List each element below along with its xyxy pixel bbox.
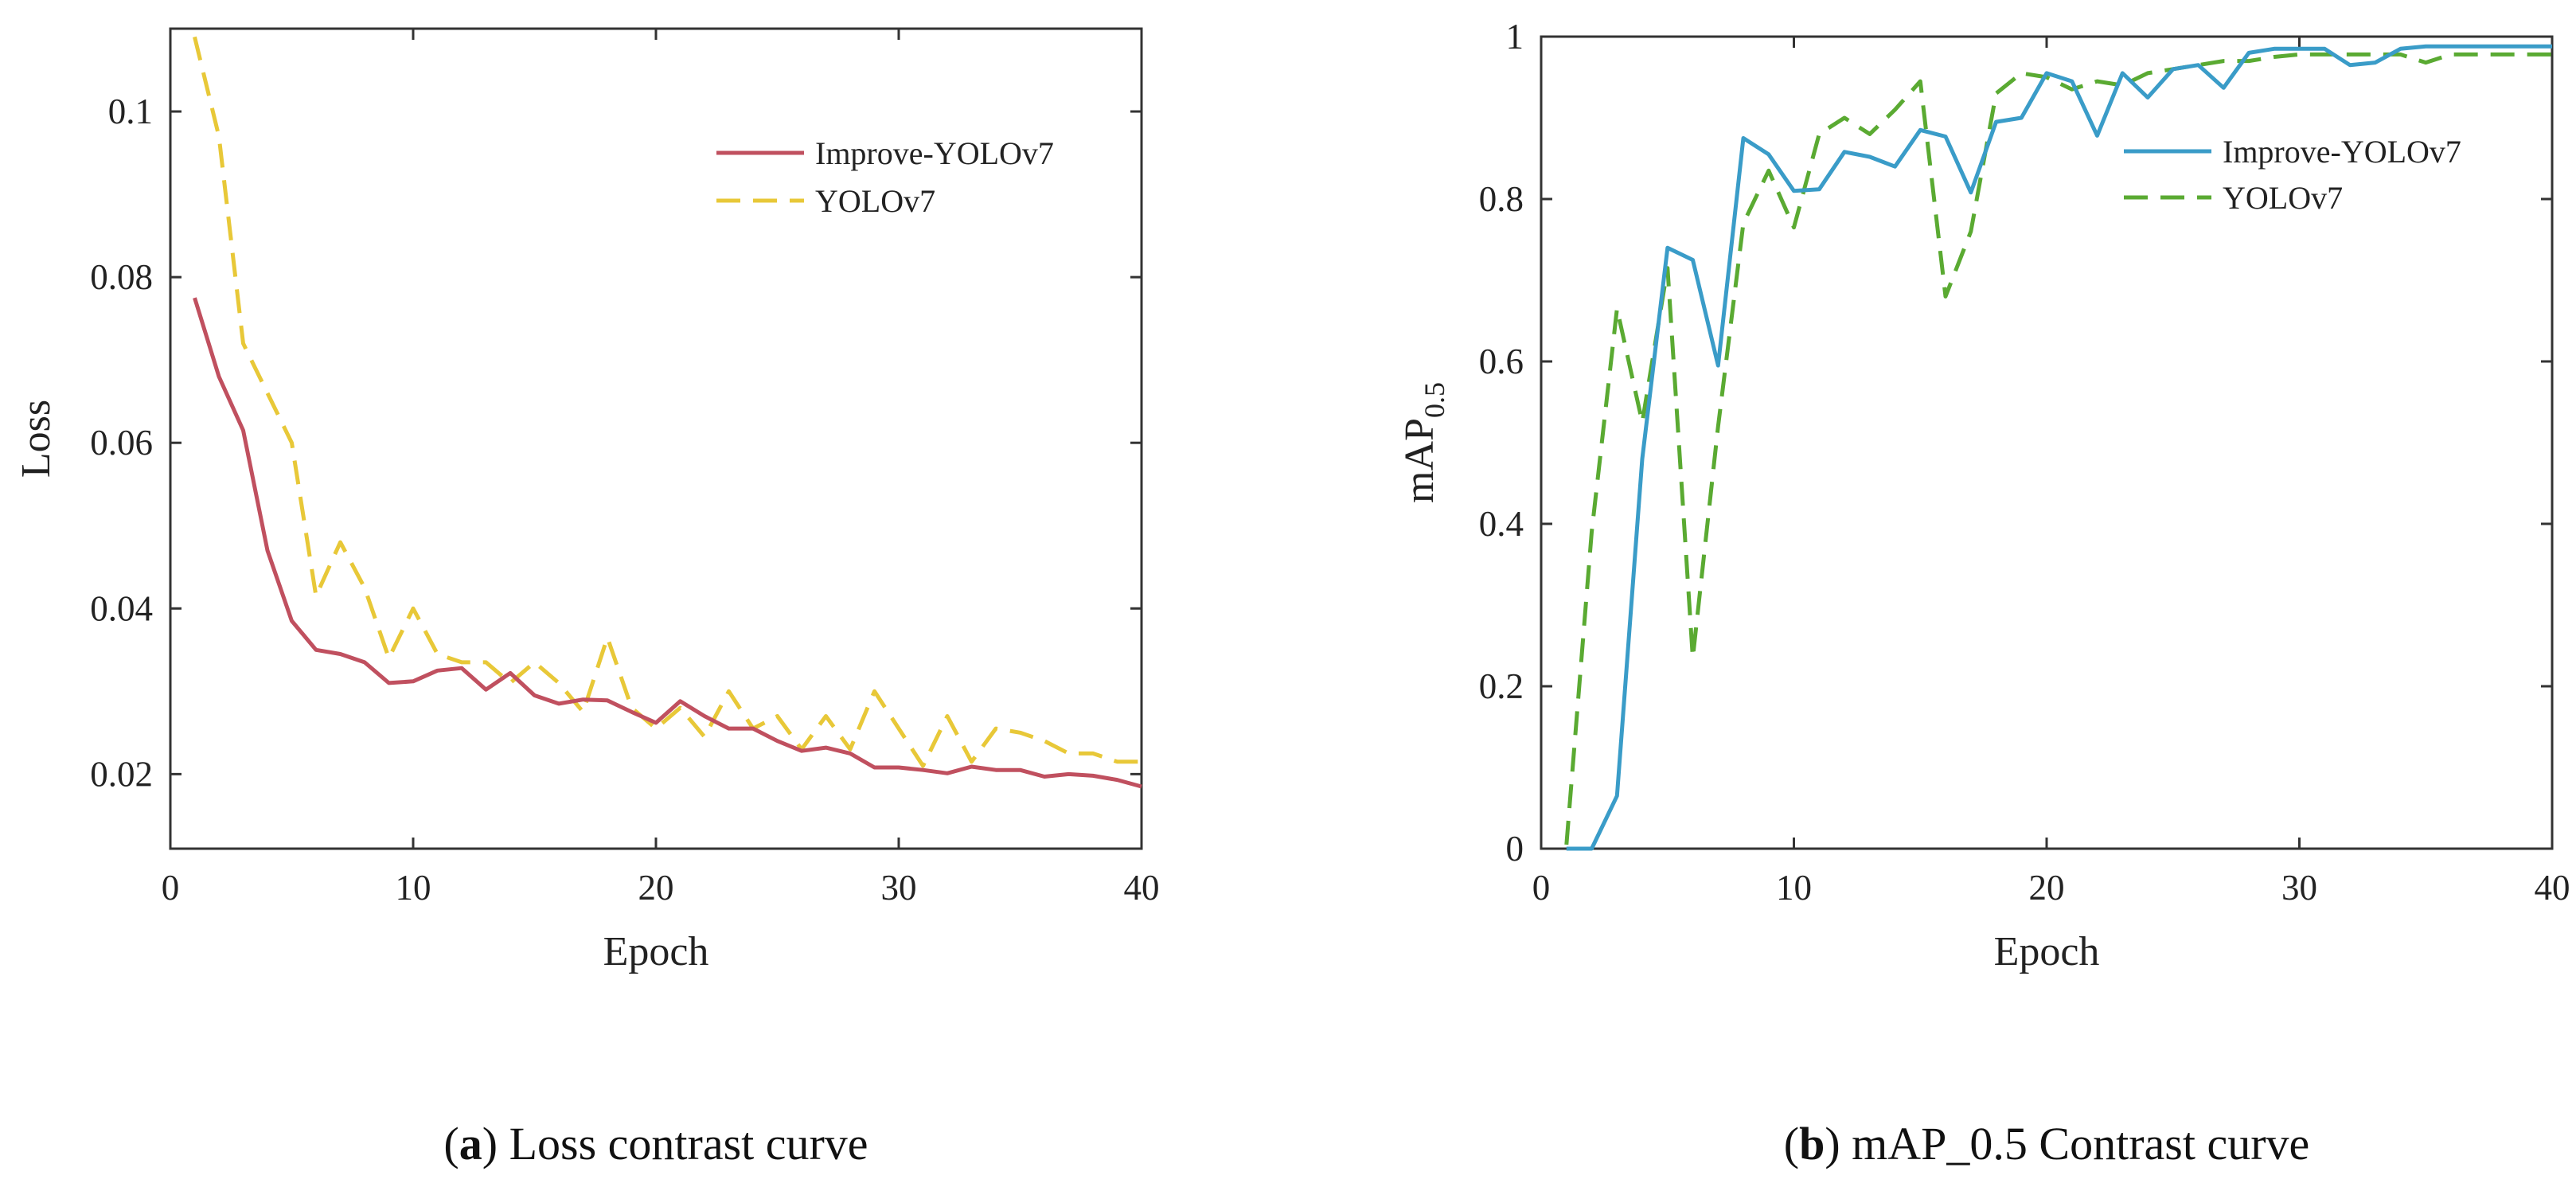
loss-series-line-improve-yolov7 <box>193 297 1142 789</box>
map-legend: Improve-YOLOv7 YOLOv7 <box>2124 134 2461 216</box>
loss-chart: 0.02 0.04 0.06 0.08 0.1 0 10 20 30 40 Improve-YO… <box>14 27 1160 1170</box>
map-y-tick-label: 0.6 <box>1479 342 1524 381</box>
loss-x-tick-label: 20 <box>638 868 674 908</box>
loss-x-tick-label: 40 <box>1124 868 1160 908</box>
map-y-tick-label: 0.2 <box>1479 666 1524 706</box>
map-y-tick-label: 0.8 <box>1479 179 1524 219</box>
map-x-axis-label: Epoch <box>1994 929 2100 974</box>
map-series-line-yolov7 <box>1564 52 2552 845</box>
loss-y-axis-label: Loss <box>14 400 59 478</box>
map-caption: (b) mAP_0.5 Contrast curve <box>1784 1118 2310 1170</box>
loss-caption-letter: a <box>459 1118 482 1170</box>
loss-series-line-yolov7 <box>193 36 1142 768</box>
loss-legend: Improve-YOLOv7 YOLOv7 <box>716 135 1054 219</box>
loss-y-tick-label: 0.06 <box>90 423 153 463</box>
map-x-tick-label: 40 <box>2535 868 2570 908</box>
loss-caption: (a) Loss contrast curve <box>443 1118 868 1170</box>
map-y-tick-label: 0 <box>1506 829 1524 869</box>
map-x-tick-label: 0 <box>1532 868 1551 908</box>
loss-x-tick-label: 0 <box>162 868 180 908</box>
loss-x-tick-label: 30 <box>881 868 917 908</box>
map-legend-label-improve-yolov7: Improve-YOLOv7 <box>2223 134 2461 170</box>
map-caption-letter: b <box>1799 1118 1825 1170</box>
loss-y-tick-label: 0.04 <box>90 588 153 628</box>
loss-y-tick-label: 0.1 <box>108 92 153 131</box>
map-y-axis-label: mAP0.5 <box>1397 382 1450 503</box>
map-y-axis-label-main: mAP <box>1397 418 1442 503</box>
map-y-tick-label: 1 <box>1506 17 1524 57</box>
loss-y-tick-label: 0.02 <box>90 754 153 794</box>
loss-legend-label-yolov7: YOLOv7 <box>815 183 935 219</box>
loss-legend-label-improve-yolov7: Improve-YOLOv7 <box>815 135 1054 171</box>
map-x-tick-label: 20 <box>2029 868 2065 908</box>
loss-x-tick-label: 10 <box>396 868 431 908</box>
map-y-axis-label-subscript: 0.5 <box>1419 382 1450 418</box>
map-caption-text: mAP_0.5 Contrast curve <box>1852 1118 2309 1170</box>
loss-caption-text: Loss contrast curve <box>509 1118 868 1170</box>
map-x-tick-label: 10 <box>1776 868 1812 908</box>
map-x-tick-label: 30 <box>2281 868 2317 908</box>
map-chart: 0 0.2 0.4 0.6 0.8 1 0 10 20 30 40 Improve-YOLOv7 Y… <box>1397 17 2570 1170</box>
loss-y-tick-label: 0.08 <box>90 257 153 297</box>
map-series-line-improve-yolov7 <box>1566 44 2552 851</box>
loss-x-axis-label: Epoch <box>603 929 709 974</box>
map-legend-label-yolov7: YOLOv7 <box>2223 180 2343 216</box>
map-y-tick-label: 0.4 <box>1479 504 1524 544</box>
